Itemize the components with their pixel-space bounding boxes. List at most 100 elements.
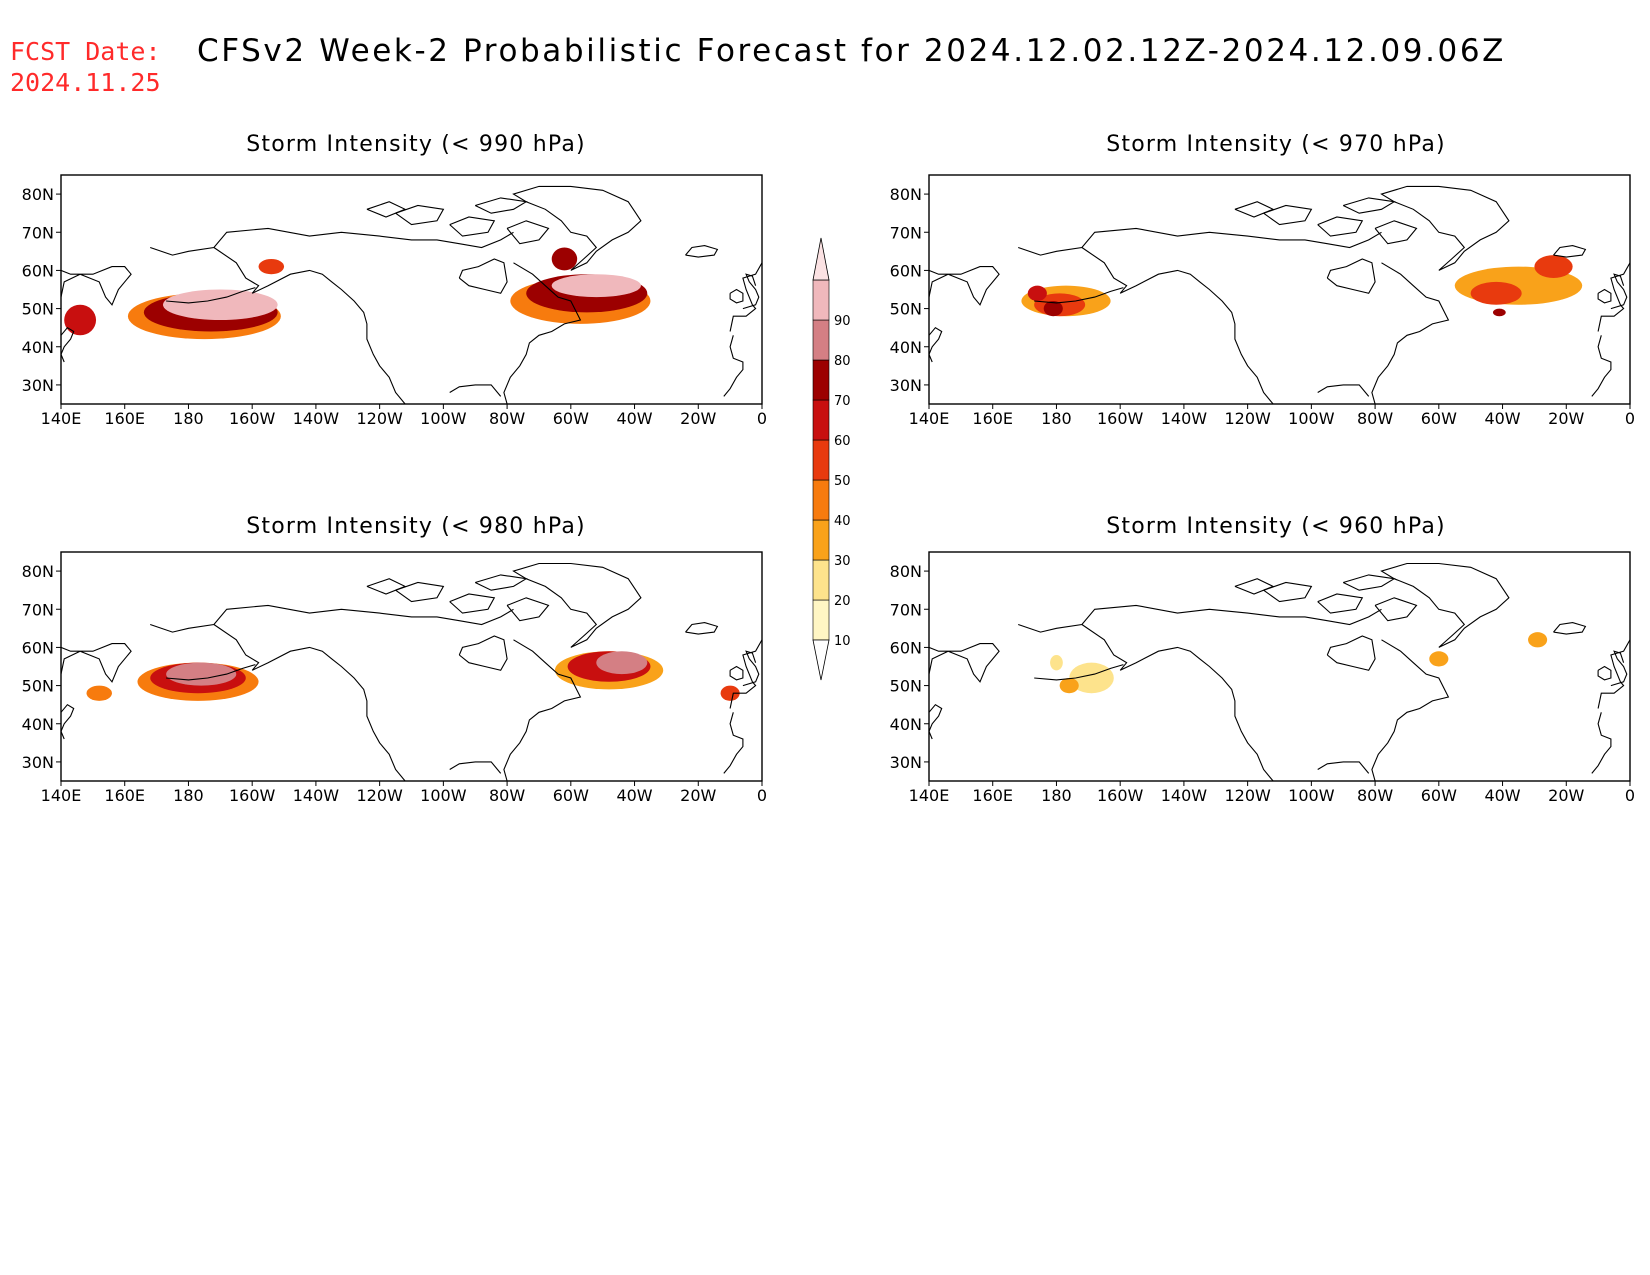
colorbar-label: 10: [834, 634, 851, 649]
lat-label: 60N: [890, 261, 922, 280]
coastline: [1034, 287, 1124, 304]
lon-label: 100W: [1288, 786, 1335, 805]
coastline: [506, 597, 550, 622]
lon-label: 160W: [1097, 409, 1144, 428]
lon-label: 40W: [616, 786, 652, 805]
coastline: [474, 197, 528, 214]
lon-label: 140E: [909, 409, 950, 428]
coastline: [729, 288, 744, 304]
lon-label: 40W: [1484, 409, 1520, 428]
coastline: [929, 703, 943, 740]
colorbar-label: 70: [834, 394, 851, 409]
lon-label: 180: [1041, 786, 1072, 805]
lat-label: 50N: [890, 677, 922, 696]
lon-label: 180: [173, 786, 204, 805]
probability-region: [1059, 677, 1079, 694]
coastline: [61, 703, 75, 740]
coastline: [213, 624, 406, 781]
coastline: [1591, 335, 1612, 397]
lon-label: 60W: [1421, 409, 1457, 428]
lat-label: 70N: [890, 600, 922, 619]
lon-label: 180: [173, 409, 204, 428]
panel-title-990: Storm Intensity (< 990 hPa): [246, 132, 586, 157]
lon-label: 120W: [1224, 409, 1271, 428]
probability-region: [162, 289, 278, 321]
lat-label: 70N: [22, 223, 54, 242]
coastline: [929, 643, 1000, 683]
lon-label: 160W: [229, 409, 276, 428]
lon-label: 160E: [104, 786, 145, 805]
main-title: CFSv2 Week-2 Probabilistic Forecast for …: [197, 33, 1507, 69]
coastline: [61, 643, 132, 683]
colorbar-segment: [812, 359, 830, 401]
lat-label: 70N: [22, 600, 54, 619]
coastline: [474, 574, 528, 591]
probability-region: [258, 258, 285, 275]
coastline: [1018, 227, 1382, 256]
colorbar: 10 20 30 40 50 60 70 80 90: [812, 237, 851, 681]
colorbar-label: 40: [834, 514, 851, 529]
lon-label: 80W: [489, 786, 525, 805]
coastline: [1317, 761, 1370, 774]
coastline: [1342, 574, 1396, 591]
lon-label: 100W: [420, 409, 467, 428]
coastline: [366, 201, 407, 218]
coastline: [729, 665, 744, 681]
colorbar-label: 30: [834, 554, 851, 569]
lon-label: 140E: [41, 409, 82, 428]
coastline: [449, 216, 496, 237]
lat-label: 50N: [890, 300, 922, 319]
probability-region: [1069, 662, 1114, 694]
lat-label: 50N: [22, 300, 54, 319]
coastline: [1263, 581, 1313, 603]
panel-title-960: Storm Intensity (< 960 hPa): [1106, 514, 1446, 539]
coastline: [366, 578, 407, 595]
coastline: [723, 335, 744, 397]
coastline: [1018, 604, 1382, 633]
coastline: [685, 245, 719, 258]
lon-label: 0: [757, 409, 767, 428]
coastline: [166, 664, 256, 681]
lat-label: 50N: [22, 677, 54, 696]
map-frame: [928, 551, 1631, 782]
lon-label: 20W: [680, 786, 716, 805]
fcst-date-value: 2024.11.25: [10, 68, 161, 97]
coastline: [1317, 384, 1370, 397]
coastline: [150, 227, 514, 256]
lat-label: 40N: [890, 715, 922, 734]
lon-label: 120W: [356, 786, 403, 805]
lon-label: 140W: [293, 409, 340, 428]
coastline: [458, 258, 508, 294]
lat-label: 40N: [22, 338, 54, 357]
lon-label: 20W: [1548, 786, 1584, 805]
lon-label: 100W: [420, 786, 467, 805]
coastline: [1374, 220, 1418, 245]
probability-region: [551, 274, 641, 298]
colorbar-segment: [812, 439, 830, 481]
lat-label: 30N: [890, 753, 922, 772]
coastline: [1317, 593, 1364, 614]
map-frame: [928, 174, 1631, 405]
coastline: [742, 650, 760, 687]
coastline: [1263, 204, 1313, 226]
coastline: [685, 622, 719, 635]
map-area-p990: [61, 185, 762, 404]
panel-title-980: Storm Intensity (< 980 hPa): [246, 514, 586, 539]
lon-label: 120W: [356, 409, 403, 428]
lon-label: 140E: [909, 786, 950, 805]
coastline: [449, 593, 496, 614]
lon-label: 20W: [680, 409, 716, 428]
coastline: [929, 326, 943, 363]
lon-label: 140W: [293, 786, 340, 805]
panel-title-970: Storm Intensity (< 970 hPa): [1106, 132, 1446, 157]
lat-label: 80N: [890, 562, 922, 581]
lon-label: 160E: [972, 786, 1013, 805]
probability-region: [1027, 285, 1047, 301]
coastline: [503, 639, 582, 781]
coastline: [1326, 635, 1376, 671]
coastline: [1597, 665, 1612, 681]
lon-label: 160W: [229, 786, 276, 805]
lat-label: 80N: [22, 185, 54, 204]
coastline: [1081, 624, 1274, 781]
lon-label: 0: [757, 786, 767, 805]
